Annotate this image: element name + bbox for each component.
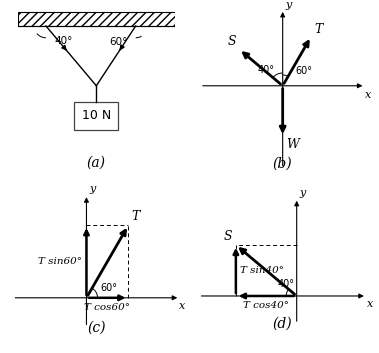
Text: 60°: 60° bbox=[110, 37, 128, 47]
Text: 40°: 40° bbox=[55, 36, 73, 46]
Text: y: y bbox=[89, 184, 96, 194]
Text: y: y bbox=[299, 188, 306, 198]
Text: (d): (d) bbox=[273, 317, 293, 331]
Text: S: S bbox=[224, 230, 232, 243]
Text: x: x bbox=[367, 299, 373, 309]
Text: x: x bbox=[179, 301, 185, 311]
Text: 40°: 40° bbox=[278, 280, 295, 289]
Text: S: S bbox=[227, 35, 236, 48]
Text: T: T bbox=[314, 23, 323, 36]
Text: 60°: 60° bbox=[295, 66, 312, 76]
Text: x: x bbox=[365, 90, 371, 100]
Text: T cos40°: T cos40° bbox=[243, 301, 289, 310]
Text: T: T bbox=[132, 210, 140, 223]
Text: y: y bbox=[286, 0, 292, 10]
Text: T sin60°: T sin60° bbox=[38, 257, 81, 266]
Text: T cos60°: T cos60° bbox=[85, 303, 130, 312]
Text: (b): (b) bbox=[273, 156, 293, 170]
Bar bbox=[74, 102, 118, 130]
Text: 10 N: 10 N bbox=[82, 109, 111, 122]
Text: W: W bbox=[286, 138, 299, 151]
Bar bbox=[17, 12, 175, 26]
Text: (a): (a) bbox=[87, 155, 106, 169]
Text: 40°: 40° bbox=[258, 65, 275, 75]
Text: 60°: 60° bbox=[100, 283, 117, 293]
Text: T sin40°: T sin40° bbox=[240, 266, 283, 275]
Text: (c): (c) bbox=[87, 321, 106, 335]
